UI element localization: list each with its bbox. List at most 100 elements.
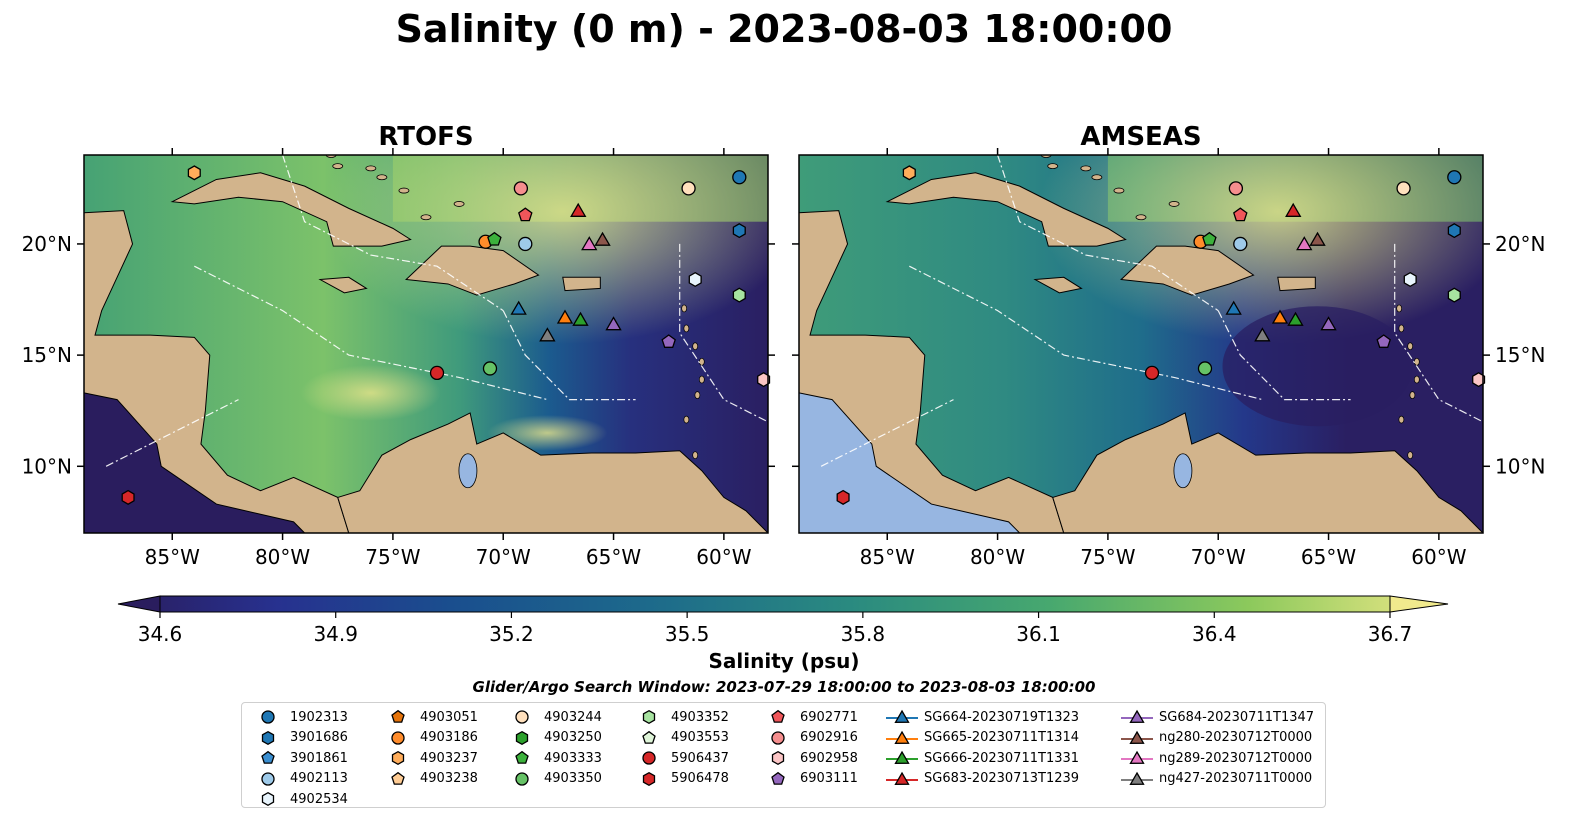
- lesser-antilles-island: [1398, 415, 1405, 424]
- legend-column: 4903051 4903186 4903237 4903238: [380, 707, 478, 789]
- triangle-marker-icon: [886, 750, 918, 765]
- platform-marker-SG664-20230719T1323: [1225, 300, 1242, 315]
- legend-item: ng289-20230712T0000: [1119, 748, 1314, 769]
- legend-marker: [261, 730, 275, 745]
- colorbar-tick-label: 35.8: [841, 622, 886, 646]
- platform-marker-6902771: [518, 207, 533, 222]
- platform-marker-ng427-20230711T0000: [539, 327, 556, 342]
- legend-item: 4902534: [250, 789, 348, 810]
- legend-item: 4903237: [380, 748, 478, 769]
- x-tick-label: 65°W: [1301, 545, 1356, 569]
- x-tick-label: 85°W: [145, 545, 200, 569]
- bahamas-island: [376, 174, 388, 181]
- legend-label: ng427-20230711T0000: [1159, 771, 1313, 787]
- legend-marker: [391, 751, 405, 766]
- legend-label: 4903051: [420, 709, 478, 725]
- platform-marker-4903352: [1447, 287, 1461, 303]
- x-tick-label: 80°W: [255, 545, 310, 569]
- legend-item: 3901861: [250, 748, 348, 769]
- lesser-antilles-island: [683, 415, 690, 424]
- bahamas-island: [1091, 174, 1103, 181]
- lesser-antilles-island: [692, 342, 699, 351]
- legend-marker: [515, 710, 529, 724]
- legend-marker: [642, 730, 656, 744]
- legend-item: SG664-20230719T1323: [884, 707, 1079, 728]
- legend-label: 4903237: [420, 750, 478, 766]
- legend-column: SG684-20230711T1347 ng280-20230712T0000 ng…: [1119, 707, 1314, 789]
- lesser-antilles-island: [1409, 391, 1416, 399]
- legend-marker: [391, 710, 405, 724]
- y-tick-label: 15°N: [22, 343, 72, 367]
- colorbar-tick-label: 36.7: [1368, 622, 1413, 646]
- eez-boundary: [1394, 243, 1483, 423]
- eez-boundary: [1217, 310, 1351, 401]
- colorbar-frame: [159, 595, 1391, 613]
- x-tick-label: 75°W: [1080, 545, 1135, 569]
- legend-marker: [515, 730, 529, 745]
- legend-item: 1902313: [250, 707, 348, 728]
- legend-marker: [771, 751, 785, 766]
- legend-marker: [515, 772, 529, 786]
- legend-item: 4903186: [380, 728, 478, 749]
- triangle-marker-icon: [1121, 750, 1153, 765]
- hexagon-marker-icon: [515, 730, 529, 745]
- legend-item: 4903238: [380, 769, 478, 790]
- x-tick-label: 80°W: [970, 545, 1025, 569]
- eez-boundary: [679, 243, 768, 423]
- legend-marker: [894, 709, 910, 724]
- legend-marker: [261, 710, 275, 724]
- platform-marker-5906478: [836, 489, 850, 505]
- hispaniola: [1120, 245, 1255, 296]
- platform-marker-SG664-20230719T1323: [510, 300, 527, 315]
- circle-marker-icon: [771, 731, 785, 745]
- bahamas-island: [1080, 165, 1092, 172]
- legend-marker: [771, 731, 785, 745]
- lesser-antilles-island: [1398, 324, 1405, 333]
- legend-marker: [894, 750, 910, 765]
- pentagon-marker-icon: [515, 751, 529, 765]
- legend-label: 4903350: [544, 771, 602, 787]
- colorbar-label: Salinity (psu): [708, 649, 859, 673]
- plume-central: [300, 364, 441, 421]
- legend-item: ng427-20230711T0000: [1119, 769, 1314, 790]
- eez-boundary: [105, 399, 239, 467]
- legend-column: SG664-20230719T1323 SG665-20230711T1314 SG…: [884, 707, 1079, 789]
- legend-item: 4903244: [504, 707, 602, 728]
- legend-item: 4903352: [631, 707, 729, 728]
- legend-item: 3901686: [250, 728, 348, 749]
- legend-label: 4903333: [544, 750, 602, 766]
- legend-label: 4903238: [420, 771, 478, 787]
- panel-frame: [83, 154, 769, 534]
- colorbar-tick-label: 35.2: [489, 622, 534, 646]
- legend-item: 4903250: [504, 728, 602, 749]
- central-america: [799, 210, 1065, 533]
- legend-label: 6903111: [800, 771, 858, 787]
- legend-label: 6902916: [800, 730, 858, 746]
- legend-item: SG665-20230711T1314: [884, 728, 1079, 749]
- eez-boundary: [282, 155, 504, 312]
- platform-marker-SG666-20230711T1331: [1287, 311, 1304, 326]
- platform-legend: 1902313 3901686 3901861 4902113 4902534 49030…: [241, 702, 1326, 808]
- eez-boundary: [194, 265, 548, 401]
- platform-marker-6902771: [1233, 207, 1248, 222]
- bahamas-island: [1135, 214, 1147, 221]
- bahamas-island: [453, 201, 465, 207]
- y-tick-label: 20°N: [1495, 232, 1545, 256]
- search-window-text: Glider/Argo Search Window: 2023-07-29 18…: [473, 678, 1096, 696]
- legend-column: 6902771 6902916 6902958 6903111: [760, 707, 858, 789]
- triangle-marker-icon: [886, 730, 918, 744]
- x-tick-label: 75°W: [365, 545, 420, 569]
- legend-marker: [642, 710, 656, 725]
- platform-marker-3901686: [732, 223, 746, 239]
- legend-item: 5906478: [631, 769, 729, 790]
- lesser-antilles-island: [1413, 357, 1420, 366]
- platform-marker-ng427-20230711T0000: [1254, 327, 1271, 342]
- legend-label: 6902771: [800, 709, 858, 725]
- legend-marker: [1129, 709, 1145, 724]
- legend-label: SG666-20230711T1331: [924, 750, 1080, 766]
- lesser-antilles-island: [1413, 375, 1420, 384]
- legend-item: 6902771: [760, 707, 858, 728]
- pentagon-marker-icon: [642, 730, 656, 744]
- circle-marker-icon: [261, 772, 275, 786]
